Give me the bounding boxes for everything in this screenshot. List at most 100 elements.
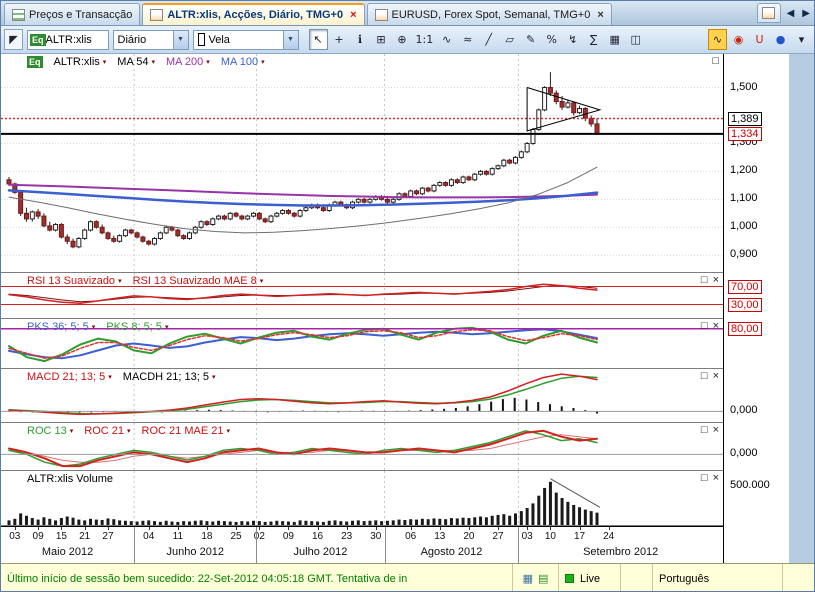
indicator-tool[interactable]: ∿ bbox=[437, 29, 456, 50]
panel-controls: □ bbox=[712, 55, 719, 67]
legend-item[interactable]: MA 200 ▾ bbox=[166, 56, 210, 68]
volume-legend: ALTR:xlis Volume bbox=[27, 473, 113, 485]
tick-label: 04 bbox=[143, 531, 155, 542]
legend-label: ALTR:xlis Volume bbox=[27, 473, 113, 485]
trendline-tool[interactable]: ╱ bbox=[479, 29, 498, 50]
chart-window-icon: ▦ bbox=[522, 572, 533, 585]
legend-item[interactable]: MACDH 21; 13; 5 ▾ bbox=[123, 371, 216, 383]
close-panel-icon[interactable]: × bbox=[712, 320, 719, 332]
close-tab-icon[interactable]: × bbox=[350, 9, 357, 21]
panel-controls: □ × bbox=[701, 274, 719, 286]
rsi-panel[interactable]: RSI 13 Suavizado ▾ RSI 13 Suavizado MAE 8 ▾… bbox=[1, 273, 723, 319]
alerts-tool[interactable]: ◉ bbox=[729, 29, 748, 50]
tab-eurusd-chart[interactable]: EURUSD, Forex Spot, Semanal, TMG+0 × bbox=[366, 3, 612, 25]
eraser-tool[interactable]: ▱ bbox=[500, 29, 519, 50]
tick-label: 20 bbox=[463, 531, 475, 542]
symbol-input[interactable] bbox=[45, 33, 106, 46]
maximize-panel-icon[interactable]: □ bbox=[700, 424, 708, 436]
legend-item[interactable]: ROC 13 ▾ bbox=[27, 425, 73, 437]
maximize-panel-icon[interactable]: □ bbox=[700, 370, 708, 382]
price-axis[interactable]: 1,500 1,300 1,200 1,100 1,000 0,900 1,389 1,334… bbox=[725, 54, 789, 563]
retracement-tool[interactable]: % bbox=[542, 29, 561, 50]
plot-canvas bbox=[1, 423, 723, 470]
tick-label: 30 bbox=[370, 531, 382, 542]
more-tools-chevron[interactable]: ▾ bbox=[792, 29, 811, 50]
chevron-down-icon[interactable]: ▼ bbox=[282, 30, 298, 49]
legend-item[interactable]: ALTR:xlis Volume bbox=[27, 473, 113, 485]
legend-item[interactable]: PKS 8; 5; 5 ▾ bbox=[106, 321, 168, 333]
chart-icon bbox=[762, 7, 776, 19]
tab-label: Preços e Transacção bbox=[29, 8, 133, 21]
symbol-search-box[interactable]: Eq bbox=[27, 29, 109, 50]
roc-panel[interactable]: ROC 13 ▾ ROC 21 ▾ ROC 21 MAE 21 ▾ □ × bbox=[1, 423, 723, 471]
info-tool[interactable]: ℹ bbox=[351, 29, 370, 50]
tab-altr-chart[interactable]: ALTR:xlis, Acções, Diário, TMG+0 × bbox=[142, 3, 365, 25]
compare-tool[interactable]: ≈ bbox=[458, 29, 477, 50]
flash-order-tool[interactable]: ↯ bbox=[563, 29, 582, 50]
link-tool[interactable]: ● bbox=[771, 29, 790, 50]
update-tool[interactable]: U bbox=[750, 29, 769, 50]
legend-item[interactable]: ROC 21 ▾ bbox=[84, 425, 130, 437]
terminal-icon: ▤ bbox=[538, 572, 549, 585]
legend-item[interactable]: MA 54 ▾ bbox=[117, 56, 155, 68]
scan-tool[interactable]: ∿ bbox=[708, 29, 727, 50]
legend-item[interactable]: ALTR:xlis ▾ bbox=[54, 56, 107, 68]
legend-item[interactable]: MA 100 ▾ bbox=[221, 56, 265, 68]
scale-1-1-tool[interactable]: 1:1 bbox=[414, 29, 436, 50]
time-axis[interactable]: 03 09 15 21 27 04 11 18 25 02 09 16 23 30 06 13 20 27 03 10… bbox=[1, 526, 723, 563]
tab-scroll-right-icon[interactable]: ▶ bbox=[802, 7, 810, 19]
window-list-button[interactable] bbox=[756, 3, 781, 23]
legend-label: ROC 21 MAE 21 bbox=[141, 425, 224, 437]
pks-panel[interactable]: PKS 36; 5; 5 ▾ PKS 8; 5; 5 ▾ □ × bbox=[1, 319, 723, 369]
maximize-panel-icon[interactable]: □ bbox=[700, 320, 708, 332]
macd-panel[interactable]: MACD 21; 13; 5 ▾ MACDH 21; 13; 5 ▾ □ × bbox=[1, 369, 723, 423]
legend-item[interactable]: PKS 36; 5; 5 ▾ bbox=[27, 321, 95, 333]
tick-mark bbox=[236, 527, 238, 530]
maximize-panel-icon[interactable]: □ bbox=[700, 472, 708, 484]
grid-tool[interactable]: ⊞ bbox=[372, 29, 391, 50]
close-panel-icon[interactable]: × bbox=[712, 472, 719, 484]
crosshair-tool[interactable]: + bbox=[330, 29, 349, 50]
tick-mark bbox=[527, 527, 529, 530]
status-bar: Último início de sessão bem sucedido: 22… bbox=[1, 563, 814, 591]
draw-tool[interactable]: ✎ bbox=[521, 29, 540, 50]
plot-canvas bbox=[1, 54, 723, 272]
chart-style-select[interactable]: Vela ▼ bbox=[192, 29, 299, 50]
chevron-down-icon[interactable]: ▼ bbox=[172, 30, 188, 49]
panel-controls: □ × bbox=[701, 472, 719, 484]
close-panel-icon[interactable]: × bbox=[712, 274, 719, 286]
legend-item[interactable]: MACD 21; 13; 5 ▾ bbox=[27, 371, 112, 383]
chevron-down-icon: ▾ bbox=[206, 59, 210, 66]
windows-tool[interactable]: ◫ bbox=[626, 29, 645, 50]
maximize-panel-icon[interactable]: □ bbox=[700, 274, 708, 286]
legend-item[interactable]: RSI 13 Suavizado ▾ bbox=[27, 275, 122, 287]
tick-label: 17 bbox=[573, 531, 586, 542]
timeframe-select[interactable]: Diário ▼ bbox=[112, 29, 189, 50]
price-panel[interactable]: Eq ALTR:xlis ▾ MA 54 ▾ MA 200 ▾ MA 100 ▾ □ bbox=[1, 54, 723, 273]
pointer-tool[interactable]: ↖ bbox=[308, 29, 328, 50]
tab-precos-transaccao[interactable]: Preços e Transacção bbox=[4, 3, 141, 25]
stats-tool[interactable]: ∑ bbox=[584, 29, 603, 50]
close-panel-icon[interactable]: × bbox=[712, 370, 719, 382]
tick-label: 23 bbox=[341, 531, 353, 542]
language-select[interactable]: Português bbox=[653, 564, 783, 591]
tick-mark bbox=[148, 527, 150, 530]
tab-scroll-left-icon[interactable]: ◀ bbox=[786, 7, 795, 19]
tick-mark bbox=[38, 527, 40, 530]
close-tab-icon[interactable]: × bbox=[597, 8, 604, 21]
maximize-panel-icon[interactable]: □ bbox=[712, 55, 719, 67]
zoom-tool[interactable]: ⊕ bbox=[393, 29, 412, 50]
tick-label: 11 bbox=[172, 531, 184, 542]
tick-mark bbox=[608, 527, 610, 530]
layout-grid-tool[interactable]: ▦ bbox=[605, 29, 624, 50]
legend-item[interactable]: RSI 13 Suavizado MAE 8 ▾ bbox=[133, 275, 264, 287]
tab-label: ALTR:xlis, Acções, Diário, TMG+0 bbox=[167, 9, 344, 21]
volume-panel[interactable]: ALTR:xlis Volume □ × bbox=[1, 471, 723, 526]
tick-label: 16 bbox=[311, 531, 324, 542]
collapse-corner-button[interactable]: ◤ bbox=[4, 29, 23, 50]
legend-label: RSI 13 Suavizado bbox=[27, 275, 116, 287]
close-panel-icon[interactable]: × bbox=[712, 424, 719, 436]
month-separator bbox=[518, 527, 520, 563]
legend-item[interactable]: ROC 21 MAE 21 ▾ bbox=[142, 425, 230, 437]
